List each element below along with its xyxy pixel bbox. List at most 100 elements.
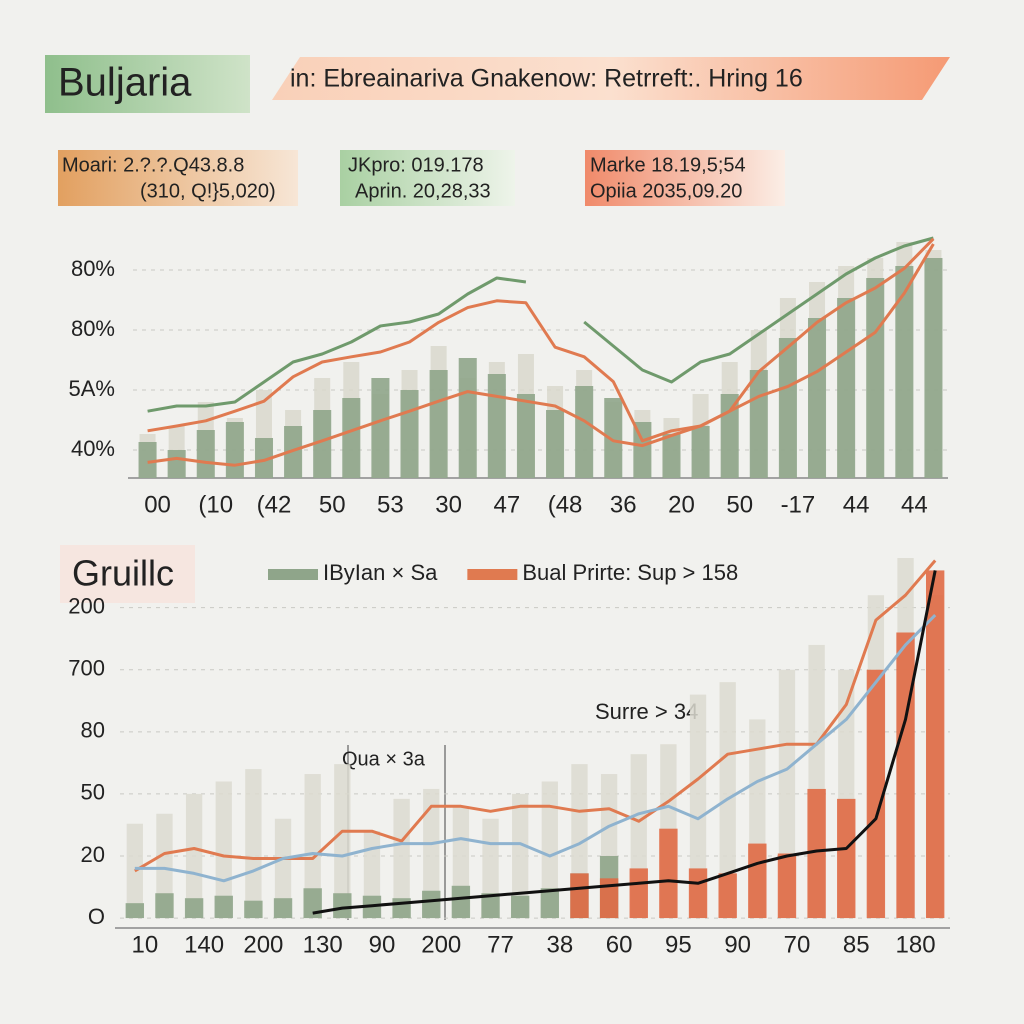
- bar: [185, 793, 203, 919]
- legend-swatch: [467, 569, 518, 580]
- bar: [481, 893, 500, 919]
- bar: [215, 781, 232, 919]
- bar: [371, 378, 390, 478]
- y-tick-label: 80%: [71, 256, 115, 281]
- bar: [214, 895, 233, 919]
- x-tick-label: 200: [243, 931, 283, 958]
- y-tick-label: 20: [81, 842, 105, 867]
- bar: [570, 873, 589, 919]
- bar: [254, 438, 274, 478]
- x-tick-label: 90: [369, 931, 396, 958]
- annotation: Surre > 34: [595, 699, 698, 724]
- subtitle-band: [272, 57, 950, 100]
- bar: [689, 694, 707, 919]
- bar: [688, 868, 708, 919]
- stat-line: Opiia 2035,09.20: [590, 180, 742, 202]
- bar: [633, 422, 652, 478]
- bar: [516, 394, 535, 478]
- bar: [837, 298, 856, 478]
- bar: [196, 430, 215, 478]
- bar: [807, 318, 827, 478]
- bar: [429, 370, 448, 478]
- bar: [662, 434, 681, 478]
- x-tick-label: (10: [198, 491, 233, 518]
- bar: [510, 895, 530, 919]
- bar: [866, 278, 885, 478]
- bar: [155, 893, 174, 919]
- y-tick-label: 80%: [71, 316, 115, 341]
- bar: [244, 900, 263, 919]
- stat-box: [58, 150, 298, 206]
- bar: [393, 798, 410, 919]
- bar: [807, 788, 826, 919]
- y-tick-label: 80: [81, 718, 105, 743]
- x-tick-label: 10: [131, 931, 158, 958]
- line-series: [147, 243, 935, 467]
- bar: [546, 410, 565, 478]
- bar: [422, 890, 441, 919]
- bar: [225, 422, 244, 478]
- bar: [125, 903, 145, 919]
- bar: [718, 873, 737, 919]
- x-tick-label: 95: [665, 931, 692, 958]
- chart-title: Gruillc: [72, 553, 174, 594]
- line-series: [134, 559, 937, 873]
- x-tick-label: 47: [493, 491, 520, 518]
- legend-label: IByIan × Sa: [323, 560, 438, 585]
- x-tick-label: 85: [843, 931, 870, 958]
- bar: [334, 764, 351, 919]
- y-tick-label: 5A%: [69, 376, 115, 401]
- bar: [167, 450, 186, 478]
- legend-swatch: [268, 569, 318, 580]
- stat-line: JKpro: 019.178: [348, 154, 484, 176]
- bar: [866, 669, 886, 919]
- x-tick-label: 36: [610, 491, 637, 518]
- bar: [423, 788, 440, 919]
- stat-box: [585, 150, 785, 206]
- line-series: [134, 614, 937, 883]
- bar: [184, 898, 204, 919]
- x-tick-label: 90: [724, 931, 751, 958]
- x-tick-label: 60: [606, 931, 633, 958]
- bar: [333, 893, 352, 919]
- bar: [541, 781, 558, 919]
- line-series: [312, 570, 937, 915]
- bar: [245, 769, 262, 919]
- legend-label: Bual Prirte: Sup > 158: [522, 560, 738, 585]
- bar: [512, 793, 529, 919]
- bar: [629, 868, 648, 919]
- bar: [156, 813, 173, 919]
- stat-line: Marke 18.19,5;54: [590, 154, 746, 176]
- x-tick-label: 130: [303, 931, 343, 958]
- bar: [925, 570, 945, 919]
- x-tick-label: 38: [546, 931, 573, 958]
- x-tick-label: 44: [843, 491, 870, 518]
- stat-line: Aprin. 20,28,33: [355, 180, 491, 202]
- bar: [924, 258, 943, 478]
- bar: [540, 888, 560, 919]
- bar: [837, 798, 856, 919]
- annotation: Qua × 3a: [342, 748, 426, 770]
- x-tick-label: 44: [901, 491, 928, 518]
- x-tick-label: 50: [319, 491, 346, 518]
- bar: [778, 338, 797, 478]
- bar: [748, 843, 767, 919]
- chart-title-box: [60, 545, 195, 603]
- bar: [451, 885, 471, 919]
- x-tick-label: (42: [257, 491, 292, 518]
- bar: [487, 374, 506, 478]
- y-tick-label: O: [88, 904, 105, 929]
- bar: [575, 386, 594, 478]
- bar: [273, 898, 293, 919]
- x-tick-label: (48: [548, 491, 583, 518]
- x-tick-label: 200: [421, 931, 461, 958]
- x-tick-label: 30: [435, 491, 462, 518]
- bar: [313, 410, 332, 478]
- line-series: [147, 236, 934, 413]
- bar: [691, 426, 710, 478]
- x-tick-label: 20: [668, 491, 695, 518]
- bar: [749, 370, 768, 478]
- stat-line: Moari: 2.?.?.Q43.8.8: [62, 154, 244, 176]
